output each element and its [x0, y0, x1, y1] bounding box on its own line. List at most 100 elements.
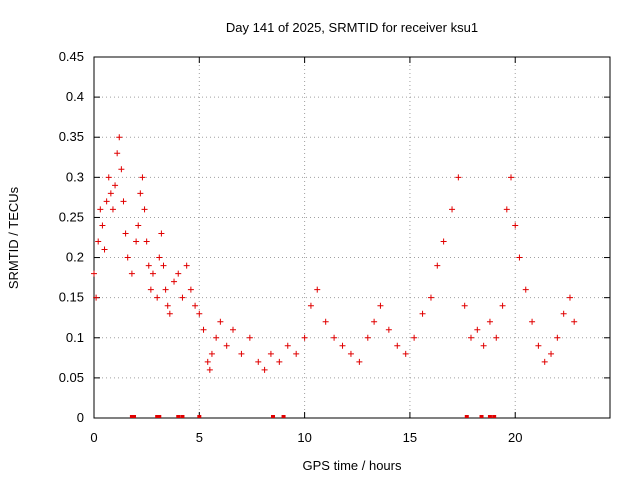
data-point	[411, 335, 417, 341]
zero-flag	[157, 415, 161, 418]
data-point	[125, 255, 131, 261]
data-point	[394, 343, 400, 349]
data-point	[129, 271, 135, 277]
chart-title: Day 141 of 2025, SRMTID for receiver ksu…	[226, 20, 478, 35]
data-point	[175, 271, 181, 277]
data-point	[314, 287, 320, 293]
y-tick-label: 0	[77, 410, 84, 425]
data-point	[120, 198, 126, 204]
data-point	[224, 343, 230, 349]
y-tick-label: 0.35	[59, 129, 84, 144]
data-point	[114, 150, 120, 156]
data-point	[428, 295, 434, 301]
data-point	[542, 359, 548, 365]
data-point	[188, 287, 194, 293]
x-tick-label: 15	[403, 430, 417, 445]
data-point	[487, 319, 493, 325]
data-point	[504, 206, 510, 212]
data-point	[102, 247, 108, 253]
data-point	[184, 263, 190, 269]
data-point	[331, 335, 337, 341]
data-point	[106, 174, 112, 180]
data-point	[213, 335, 219, 341]
data-point	[118, 166, 124, 172]
data-point	[150, 271, 156, 277]
y-tick-label: 0.1	[66, 330, 84, 345]
x-axis-title: GPS time / hours	[303, 458, 402, 473]
data-point	[167, 311, 173, 317]
data-point	[493, 335, 499, 341]
data-point	[255, 359, 261, 365]
data-point	[462, 303, 468, 309]
y-axis-title: SRMTID / TECUs	[6, 186, 21, 289]
x-tick-label: 10	[297, 430, 311, 445]
data-point	[403, 351, 409, 357]
data-point	[144, 239, 150, 245]
data-point	[137, 190, 143, 196]
y-axis: 0 0.05 0.1 0.15 0.2 0.25 0.3 0.35 0.4 0.45	[59, 49, 610, 425]
data-point	[196, 311, 202, 317]
data-point	[217, 319, 223, 325]
y-tick-label: 0.3	[66, 169, 84, 184]
srmtid-scatter-chart: 00.050.10.150.20.250.30.350.40.45 0 5 10 15…	[0, 0, 640, 480]
zero-flag	[197, 415, 201, 418]
data-point	[91, 271, 97, 277]
data-point	[163, 287, 169, 293]
data-point	[323, 319, 329, 325]
data-point	[441, 239, 447, 245]
y-tick-label: 0.2	[66, 250, 84, 265]
data-point	[449, 206, 455, 212]
data-point	[371, 319, 377, 325]
zero-flag	[271, 415, 275, 418]
data-point	[230, 327, 236, 333]
data-point	[308, 303, 314, 309]
data-point	[481, 343, 487, 349]
data-point	[205, 359, 211, 365]
data-point	[535, 343, 541, 349]
x-tick-label: 20	[508, 430, 522, 445]
data-point	[356, 359, 362, 365]
x-tick-label: 0	[90, 430, 97, 445]
zero-flag	[132, 415, 136, 418]
data-point	[285, 343, 291, 349]
plot-frame	[94, 57, 610, 418]
data-points	[91, 134, 577, 373]
data-point	[108, 190, 114, 196]
data-point	[567, 295, 573, 301]
data-point	[386, 327, 392, 333]
data-point	[133, 239, 139, 245]
data-point	[95, 239, 101, 245]
x-axis: 0 5 10 15 20	[90, 57, 522, 445]
zero-flag	[282, 415, 286, 418]
data-point	[123, 230, 129, 236]
data-point	[468, 335, 474, 341]
data-point	[112, 182, 118, 188]
y-tick-label: 0.45	[59, 49, 84, 64]
data-point	[262, 367, 268, 373]
data-point	[340, 343, 346, 349]
data-point	[104, 198, 110, 204]
x-tick-label: 5	[196, 430, 203, 445]
data-point	[171, 279, 177, 285]
data-point	[512, 222, 518, 228]
data-point	[97, 206, 103, 212]
data-point	[156, 255, 162, 261]
data-point	[571, 319, 577, 325]
data-point	[207, 367, 213, 373]
data-point	[548, 351, 554, 357]
data-point	[434, 263, 440, 269]
data-point	[474, 327, 480, 333]
data-point	[161, 263, 167, 269]
data-point	[135, 222, 141, 228]
data-point	[209, 351, 215, 357]
data-point	[116, 134, 122, 140]
data-point	[154, 295, 160, 301]
data-point	[516, 255, 522, 261]
data-point	[561, 311, 567, 317]
y-tick-label: 0.15	[59, 290, 84, 305]
data-point	[508, 174, 514, 180]
data-point	[201, 327, 207, 333]
data-point	[554, 335, 560, 341]
data-point	[148, 287, 154, 293]
data-point	[276, 359, 282, 365]
